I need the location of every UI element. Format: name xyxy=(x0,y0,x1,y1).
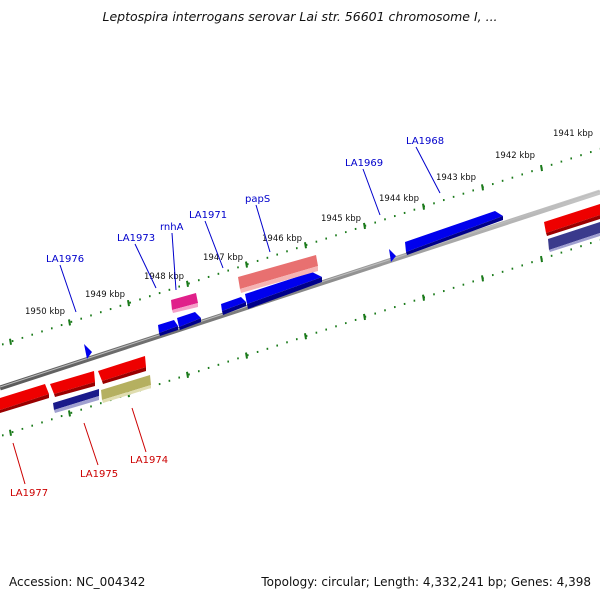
scale-label: 1945 kbp xyxy=(321,214,361,224)
scale-major-tick xyxy=(304,242,307,249)
scale-labels: 1941 kbp 1942 kbp 1943 kbp 1944 kbp 1945 kbp… xyxy=(25,129,593,317)
summary-text: Topology: circular; Length: 4,332,241 bp… xyxy=(261,575,591,589)
scale-major-tick xyxy=(481,184,484,191)
scale-major-tick xyxy=(245,261,248,268)
gene-LA1968-arrow xyxy=(405,211,503,252)
label-leader-line xyxy=(171,232,177,291)
scale-label: 1946 kbp xyxy=(262,234,302,244)
gene-LA1974-olive-shade xyxy=(102,385,151,403)
scale-label: 1950 kbp xyxy=(25,307,65,317)
gene-LA1973b-arrow xyxy=(158,320,178,333)
label-leader-line xyxy=(131,407,147,453)
upper-scale-track xyxy=(1,147,600,346)
gene-right-navy-shade xyxy=(549,233,600,252)
scale-tracks xyxy=(1,147,600,437)
scale-major-tick xyxy=(9,429,12,436)
scale-major-tick xyxy=(127,299,130,307)
accession-text: Accession: NC_004342 xyxy=(9,575,146,589)
label-leader-line xyxy=(83,422,99,466)
gene-LA1974-olive xyxy=(101,375,151,400)
reverse-genes xyxy=(0,204,600,413)
gene-LA1977-arrow xyxy=(0,384,49,410)
scale-major-tick xyxy=(68,410,71,417)
lower-scale-track xyxy=(1,238,600,437)
gene-labels: LA1968 LA1969 papS LA1971 rnhA LA1973 LA1976 LA… xyxy=(10,136,444,499)
gene-label-forward: LA1968 xyxy=(406,136,444,147)
gene-LA1971-arrow xyxy=(221,297,246,311)
label-leader-line xyxy=(415,146,441,194)
scale-label: 1947 kbp xyxy=(203,253,243,263)
gene-label-reverse: LA1974 xyxy=(130,455,168,466)
scale-major-tick xyxy=(186,371,189,379)
scale-major-tick xyxy=(68,319,71,326)
gene-label-forward: LA1969 xyxy=(345,158,383,169)
scale-label: 1948 kbp xyxy=(144,272,184,282)
gene-pink-box xyxy=(238,255,318,289)
gene-LA1973-arrow xyxy=(177,312,201,327)
gene-right-red xyxy=(544,204,600,233)
gene-LA1973-shade xyxy=(179,318,201,330)
gene-LA1973b-shade xyxy=(159,326,178,336)
gene-label-reverse: LA1975 xyxy=(80,469,118,480)
gene-LA1974-arrow xyxy=(98,356,146,381)
label-leader-line xyxy=(362,168,381,216)
scale-major-tick xyxy=(363,313,366,321)
scale-major-tick xyxy=(540,164,543,172)
gene-LA1968-shade xyxy=(406,216,503,255)
gene-label-reverse: LA1977 xyxy=(10,488,48,499)
forward-genes xyxy=(84,211,503,359)
scale-major-tick xyxy=(186,280,189,288)
scale-label: 1941 kbp xyxy=(553,129,593,139)
gene-LA1977-shade xyxy=(0,394,49,413)
gene-LA1975-arrow xyxy=(50,371,95,394)
scale-label: 1943 kbp xyxy=(436,173,476,183)
scale-major-tick xyxy=(481,275,484,282)
gene-right-red-shade xyxy=(546,215,600,236)
gene-LA1974-shade xyxy=(102,367,146,384)
gene-LA1976-arrow xyxy=(84,344,92,359)
gene-LA1975-navy-shade xyxy=(54,396,99,413)
gene-label-forward: LA1971 xyxy=(189,210,227,221)
gene-small-forward-1 xyxy=(389,249,396,262)
gene-papS-shade xyxy=(247,277,322,309)
scale-major-tick xyxy=(422,294,425,301)
gene-label-forward: papS xyxy=(245,194,270,205)
gene-papS-arrow xyxy=(245,272,322,304)
scale-label: 1942 kbp xyxy=(495,151,535,161)
label-leader-line xyxy=(134,243,157,289)
label-leader-line xyxy=(59,264,77,313)
scale-major-tick xyxy=(363,222,366,230)
gene-label-forward: rnhA xyxy=(160,222,184,233)
label-leader-line xyxy=(12,442,26,485)
scale-major-tick xyxy=(304,333,307,340)
gene-right-navy xyxy=(548,222,600,250)
gene-LA1971-shade xyxy=(222,302,246,315)
gene-LA1975-shade xyxy=(54,382,95,397)
scale-label: 1944 kbp xyxy=(379,194,419,204)
scale-major-tick xyxy=(540,255,543,263)
gene-rnhA-shade xyxy=(172,303,198,313)
scale-major-tick xyxy=(9,338,12,345)
gene-pink-shade xyxy=(240,266,318,293)
map-title: Leptospira interrogans serovar Lai str. … xyxy=(102,9,498,24)
scale-label: 1949 kbp xyxy=(85,290,125,300)
label-leader-line xyxy=(204,220,224,269)
scale-major-tick xyxy=(422,203,425,210)
gene-LA1975-navy xyxy=(53,389,99,410)
gene-rnhA-box xyxy=(171,293,198,310)
scale-major-tick xyxy=(245,352,248,359)
label-leader-line xyxy=(255,204,271,253)
gene-label-forward: LA1973 xyxy=(117,233,155,244)
gene-label-forward: LA1976 xyxy=(46,254,84,265)
